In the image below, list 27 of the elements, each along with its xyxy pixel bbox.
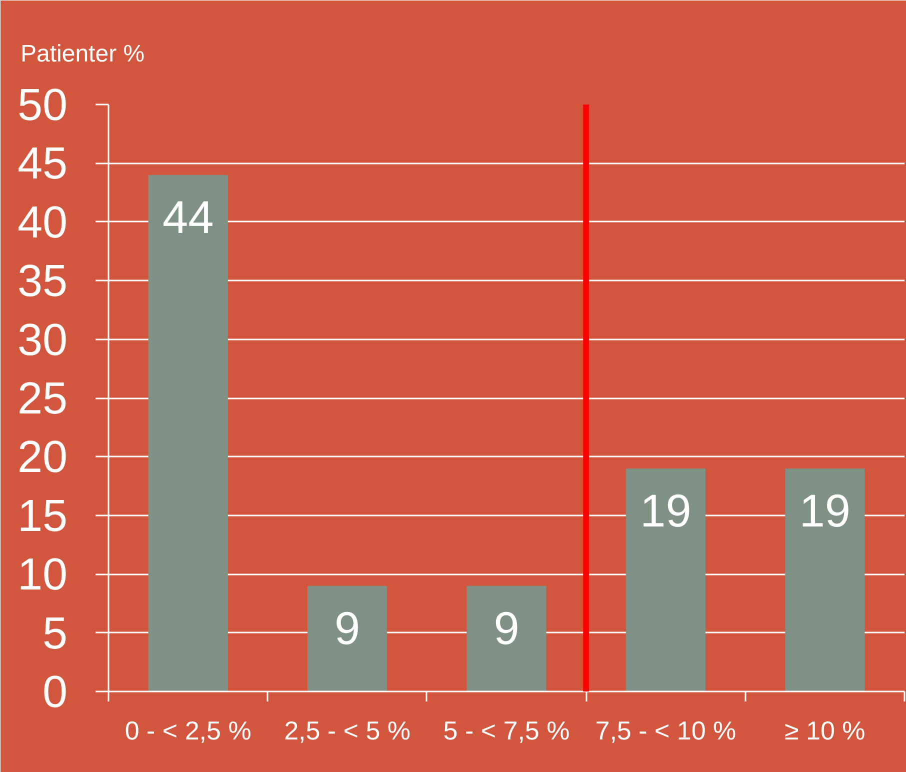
x-tick-label: 2,5 - < 5 % [284, 716, 411, 746]
y-tick-label: 20 [17, 431, 68, 482]
bar [626, 468, 706, 692]
data-label: 44 [162, 190, 214, 243]
y-tick-label: 0 [42, 666, 68, 717]
bar [148, 174, 228, 692]
y-tick-label: 45 [17, 138, 68, 189]
y-tick-label: 30 [17, 314, 68, 365]
x-tick-label: ≥ 10 % [784, 716, 866, 746]
data-label: 19 [640, 484, 692, 536]
data-label: 19 [799, 484, 850, 536]
y-tick-label: 5 [42, 607, 68, 658]
data-label: 9 [494, 602, 520, 654]
bar [308, 586, 388, 692]
bar [785, 468, 865, 692]
bar [466, 586, 546, 692]
y-axis-title: Patienter % [20, 40, 145, 68]
x-tick-label: 7,5 - < 10 % [595, 716, 736, 746]
x-tick-label: 5 - < 7,5 % [443, 716, 570, 746]
data-label: 9 [334, 602, 360, 654]
y-tick-label: 15 [17, 490, 68, 541]
y-tick-label: 40 [17, 196, 68, 248]
y-tick-label: 25 [17, 372, 68, 424]
x-tick-label: 0 - < 2,5 % [124, 716, 252, 746]
y-tick-label: 50 [17, 79, 68, 130]
y-tick-label: 35 [17, 255, 68, 306]
y-tick-label: 10 [17, 548, 68, 600]
